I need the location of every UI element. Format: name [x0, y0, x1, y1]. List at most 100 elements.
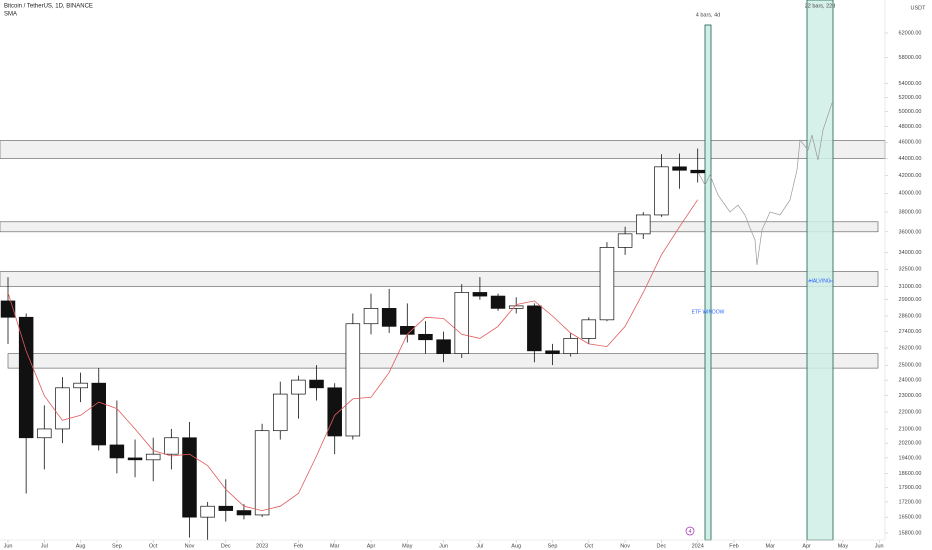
candle-body: [345, 323, 361, 437]
x-tick-label: Oct: [585, 543, 594, 549]
candle-body: [164, 437, 179, 455]
range-band: [806, 0, 834, 541]
candle-body: [127, 457, 143, 461]
x-tick-label: Jun: [875, 543, 884, 549]
x-tick-label: Sep: [548, 543, 558, 549]
chart-title: Bitcoin / TetherUS, 1D, BINANCE: [4, 4, 93, 10]
x-tick-label: Feb: [294, 543, 303, 549]
y-tick-label: 31000.00: [899, 284, 922, 290]
y-tick-label: 23000.00: [899, 393, 922, 399]
candle-body: [636, 214, 651, 235]
y-tick-label: 25000.00: [899, 363, 922, 369]
range-band: [704, 24, 712, 541]
y-tick-label: 17200.00: [899, 499, 922, 505]
candle-body: [581, 319, 597, 339]
candle-body: [309, 379, 324, 389]
zone: [0, 140, 886, 159]
y-tick-label: 15800.00: [899, 530, 922, 536]
x-tick-label: Nov: [185, 543, 195, 549]
x-tick-label: Sep: [112, 543, 122, 549]
x-tick-label: May: [838, 543, 849, 549]
candle-body: [73, 382, 88, 389]
annotation: ETF WINDOW: [692, 309, 725, 315]
x-tick-label: 2024: [692, 543, 704, 549]
y-tick-label: 16500.00: [899, 515, 922, 521]
x-tick-label: Jul: [41, 543, 48, 549]
y-tick-label: 19400.00: [899, 455, 922, 461]
plot: [0, 148, 705, 541]
candle-body: [436, 339, 451, 355]
y-tick-label: 26200.00: [899, 345, 922, 351]
x-tick-label: Dec: [657, 543, 667, 549]
candle-body: [454, 292, 469, 355]
y-tick-label: 32500.00: [899, 267, 922, 273]
y-tick-label: 36000.00: [899, 229, 922, 235]
x-tick-label: Jul: [476, 543, 483, 549]
candle-body: [400, 326, 415, 335]
candle-body: [527, 305, 542, 352]
y-tick-label: 58000.00: [899, 55, 922, 61]
x-tick-label: Feb: [729, 543, 738, 549]
candle-body: [182, 437, 197, 518]
candle-body: [563, 338, 578, 355]
zone: [7, 353, 879, 369]
candle-body: [690, 169, 705, 174]
candle-body: [327, 387, 342, 437]
y-tick-label: 24000.00: [899, 378, 922, 384]
x-tick-label: Oct: [149, 543, 158, 549]
y-tick-label: 52000.00: [899, 95, 922, 101]
y-tick-label: 38000.00: [899, 209, 922, 215]
x-tick-label: Mar: [330, 543, 340, 549]
event-badge-label: 4: [689, 529, 692, 535]
zones: [0, 140, 886, 369]
candle-body: [218, 505, 234, 511]
candle-body: [200, 505, 215, 518]
candle-body: [273, 393, 288, 432]
y-tick-label: 48000.00: [899, 124, 922, 130]
y-tick-label: 27400.00: [899, 329, 922, 335]
candle-body: [0, 300, 16, 318]
x-tick-label: Aug: [511, 543, 521, 549]
candle-body: [599, 247, 615, 321]
annotation: HALVING: [809, 278, 831, 284]
candle-body: [654, 166, 669, 216]
y-tick-label: 20200.00: [899, 441, 922, 447]
x-tick-label: Aug: [76, 543, 86, 549]
candle-body: [545, 350, 560, 355]
y-tick-label: 62000.00: [899, 30, 922, 36]
x-tick-label: Apr: [802, 543, 811, 549]
candle-body: [291, 379, 306, 395]
candle-body: [418, 333, 433, 341]
candle-body: [109, 444, 125, 459]
range-label: 4 bars, 4d: [696, 12, 720, 18]
y-tick-label: 28600.00: [899, 313, 922, 319]
candle-body: [254, 430, 270, 516]
x-tick-label: Dec: [221, 543, 231, 549]
y-tick-label: 29900.00: [899, 297, 922, 303]
y-tick-label: 21000.00: [899, 426, 922, 432]
y-tick-label: 50000.00: [899, 109, 922, 115]
x-tick-label: May: [402, 543, 413, 549]
candle-body: [617, 233, 633, 248]
event-badge[interactable]: [685, 526, 695, 536]
candle-body: [91, 382, 106, 446]
x-tick-label: Jun: [4, 543, 13, 549]
candle-body: [18, 316, 34, 439]
candle-body: [37, 428, 52, 439]
range-label: 22 bars, 22d: [805, 3, 836, 9]
candle-body: [472, 292, 488, 297]
sma-line: [7, 199, 699, 512]
candle-body: [145, 453, 161, 461]
y-tick-label: 40000.00: [899, 191, 922, 197]
candle-body: [236, 510, 252, 516]
y-tick-label: 17900.00: [899, 485, 922, 491]
candle-body: [363, 308, 379, 325]
x-tick-label: Jun: [439, 543, 448, 549]
y-tick-label: 54000.00: [899, 81, 922, 87]
candle-body: [490, 295, 506, 309]
x-tick-label: Mar: [766, 543, 776, 549]
candle-body: [508, 305, 524, 309]
y-tick-label: 34000.00: [899, 250, 922, 256]
y-tick-label: 22000.00: [899, 409, 922, 415]
